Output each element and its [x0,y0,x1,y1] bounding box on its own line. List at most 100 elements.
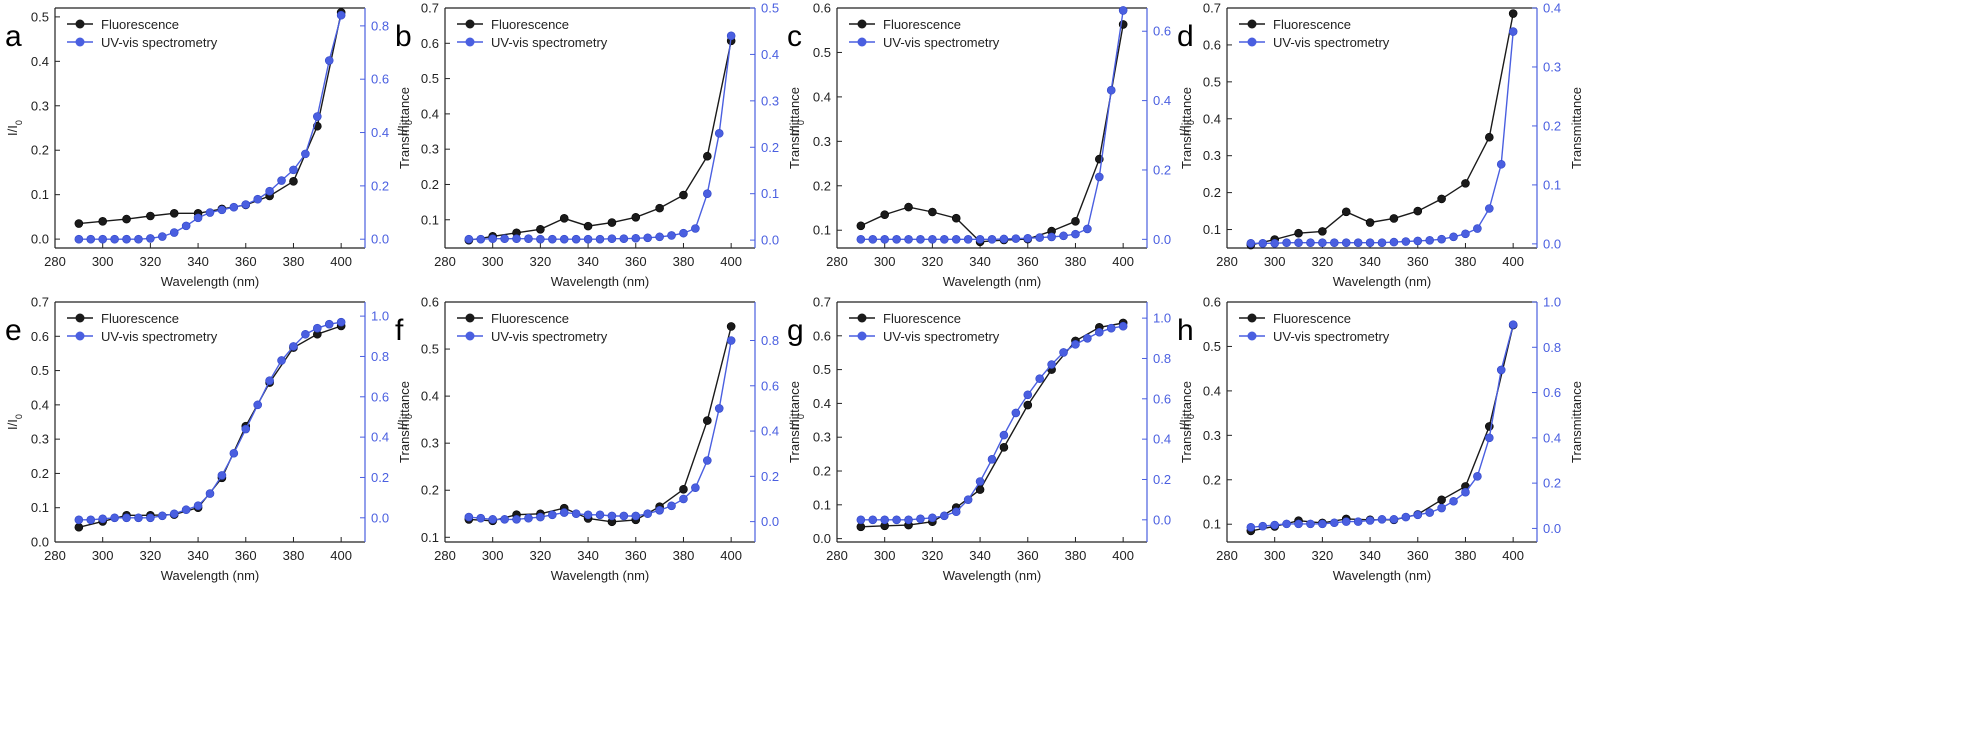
legend-fluorescence-label: Fluorescence [1273,17,1351,32]
fluorescence-point [928,207,937,217]
uvvis-point [1365,516,1375,525]
y-axis-label-subscript: 0 [1186,414,1196,419]
uvvis-point [667,231,676,240]
x-tick-label: 300 [874,548,896,563]
y-tick-label: 0.3 [421,436,439,451]
x-tick-label: 380 [1455,254,1477,269]
y-tick-label: 0.1 [1203,517,1221,532]
panel-e: 280 300 320 340 360 380 400 Wavelength (nm) 0.0 0… [5,295,412,584]
legend-fluorescence-marker [857,313,867,323]
uvvis-line [468,35,732,240]
x-tick-label: 400 [720,548,742,563]
uvvis-point [1461,487,1470,497]
fluorescence-point [1389,214,1399,223]
y2-tick-label: 0.1 [1543,177,1561,192]
y-tick-label: 0.7 [421,1,439,16]
uvvis-point [1095,172,1104,182]
fluorescence-point [726,322,736,331]
y-axis-label-subscript: 0 [796,414,806,419]
y-tick-label: 0.1 [1203,222,1221,237]
uvvis-point [336,317,346,327]
x-tick-label: 360 [1407,548,1429,563]
uvvis-point [217,205,227,215]
uvvis-point [205,489,215,498]
y2-tick-label: 0.2 [371,470,389,485]
uvvis-point [289,342,298,351]
y-tick-label: 0.6 [1203,37,1221,52]
uvvis-point [1071,229,1080,239]
panel-letter: f [395,314,404,347]
uvvis-point [868,235,878,244]
uvvis-point [703,456,712,465]
uvvis-point [110,513,119,523]
legend-uvvis-marker [465,37,475,47]
x-tick-label: 340 [1359,548,1381,563]
y-tick-label: 0.3 [1203,148,1221,163]
uvvis-point [1306,519,1315,529]
uvvis-point [500,234,509,244]
uvvis-point [464,234,474,244]
uvvis-point [500,515,509,524]
y2-tick-label: 0.4 [761,424,779,439]
x-tick-label: 340 [1359,254,1381,269]
y-tick-label: 0.2 [421,177,439,192]
uvvis-point [1485,204,1494,213]
legend-fluorescence-label: Fluorescence [101,311,179,326]
x-tick-label: 300 [482,548,504,563]
x-tick-label: 300 [1264,548,1286,563]
uvvis-point [691,483,700,492]
y-tick-label: 0.5 [421,342,439,357]
y2-tick-label: 0.6 [371,389,389,404]
uvvis-point [868,515,878,525]
y2-tick-label: 0.2 [761,140,779,155]
y-tick-label: 0.4 [421,106,439,121]
y-tick-label: 0.4 [813,89,831,104]
uvvis-point [301,149,310,159]
uvvis-point [158,511,167,521]
uvvis-point [571,234,581,244]
y-tick-label: 0.2 [421,483,439,498]
uvvis-point [607,234,617,244]
y-axis-label-subscript: 0 [14,414,24,419]
y-tick-label: 0.2 [31,466,49,481]
x-tick-label: 380 [673,548,695,563]
uvvis-point [691,224,700,233]
y2-tick-label: 0.2 [761,469,779,484]
y-tick-label: 0.1 [31,500,49,515]
uvvis-point [714,129,724,138]
uvvis-point [619,511,629,521]
uvvis-point [1246,238,1256,248]
x-tick-label: 400 [330,254,352,269]
fluorescence-point [607,218,617,227]
uvvis-point [643,509,652,518]
uvvis-point [1425,236,1434,245]
fluorescence-point [1437,194,1446,204]
fluorescence-point [880,210,889,219]
y-tick-label: 0.5 [31,363,49,378]
fluorescence-point [1341,207,1351,217]
y2-tick-label: 0.1 [761,186,779,201]
uvvis-point [1353,517,1363,526]
y2-axis-label: Transmittance [397,381,412,463]
uvvis-point [1106,85,1116,95]
uvvis-point [1083,334,1092,343]
x-axis-label: Wavelength (nm) [551,568,650,583]
x-tick-label: 340 [187,548,209,563]
legend-fluorescence-marker [75,313,85,323]
y-axis-label: I/I0 [5,120,24,136]
y2-tick-label: 0.8 [761,333,779,348]
uvvis-point [987,455,997,464]
x-tick-label: 400 [330,548,352,563]
y-tick-label: 0.0 [31,232,49,247]
x-tick-label: 300 [1264,254,1286,269]
uvvis-point [193,213,203,223]
x-tick-label: 400 [1112,548,1134,563]
uvvis-point [1282,519,1291,529]
panel-h: 280 300 320 340 360 380 400 Wavelength (nm) 0.1 0… [1177,295,1584,584]
x-tick-label: 400 [1502,254,1524,269]
legend-fluorescence-marker [465,19,475,29]
fluorescence-line [468,40,732,241]
uvvis-point [289,165,298,175]
fluorescence-line [468,326,732,523]
